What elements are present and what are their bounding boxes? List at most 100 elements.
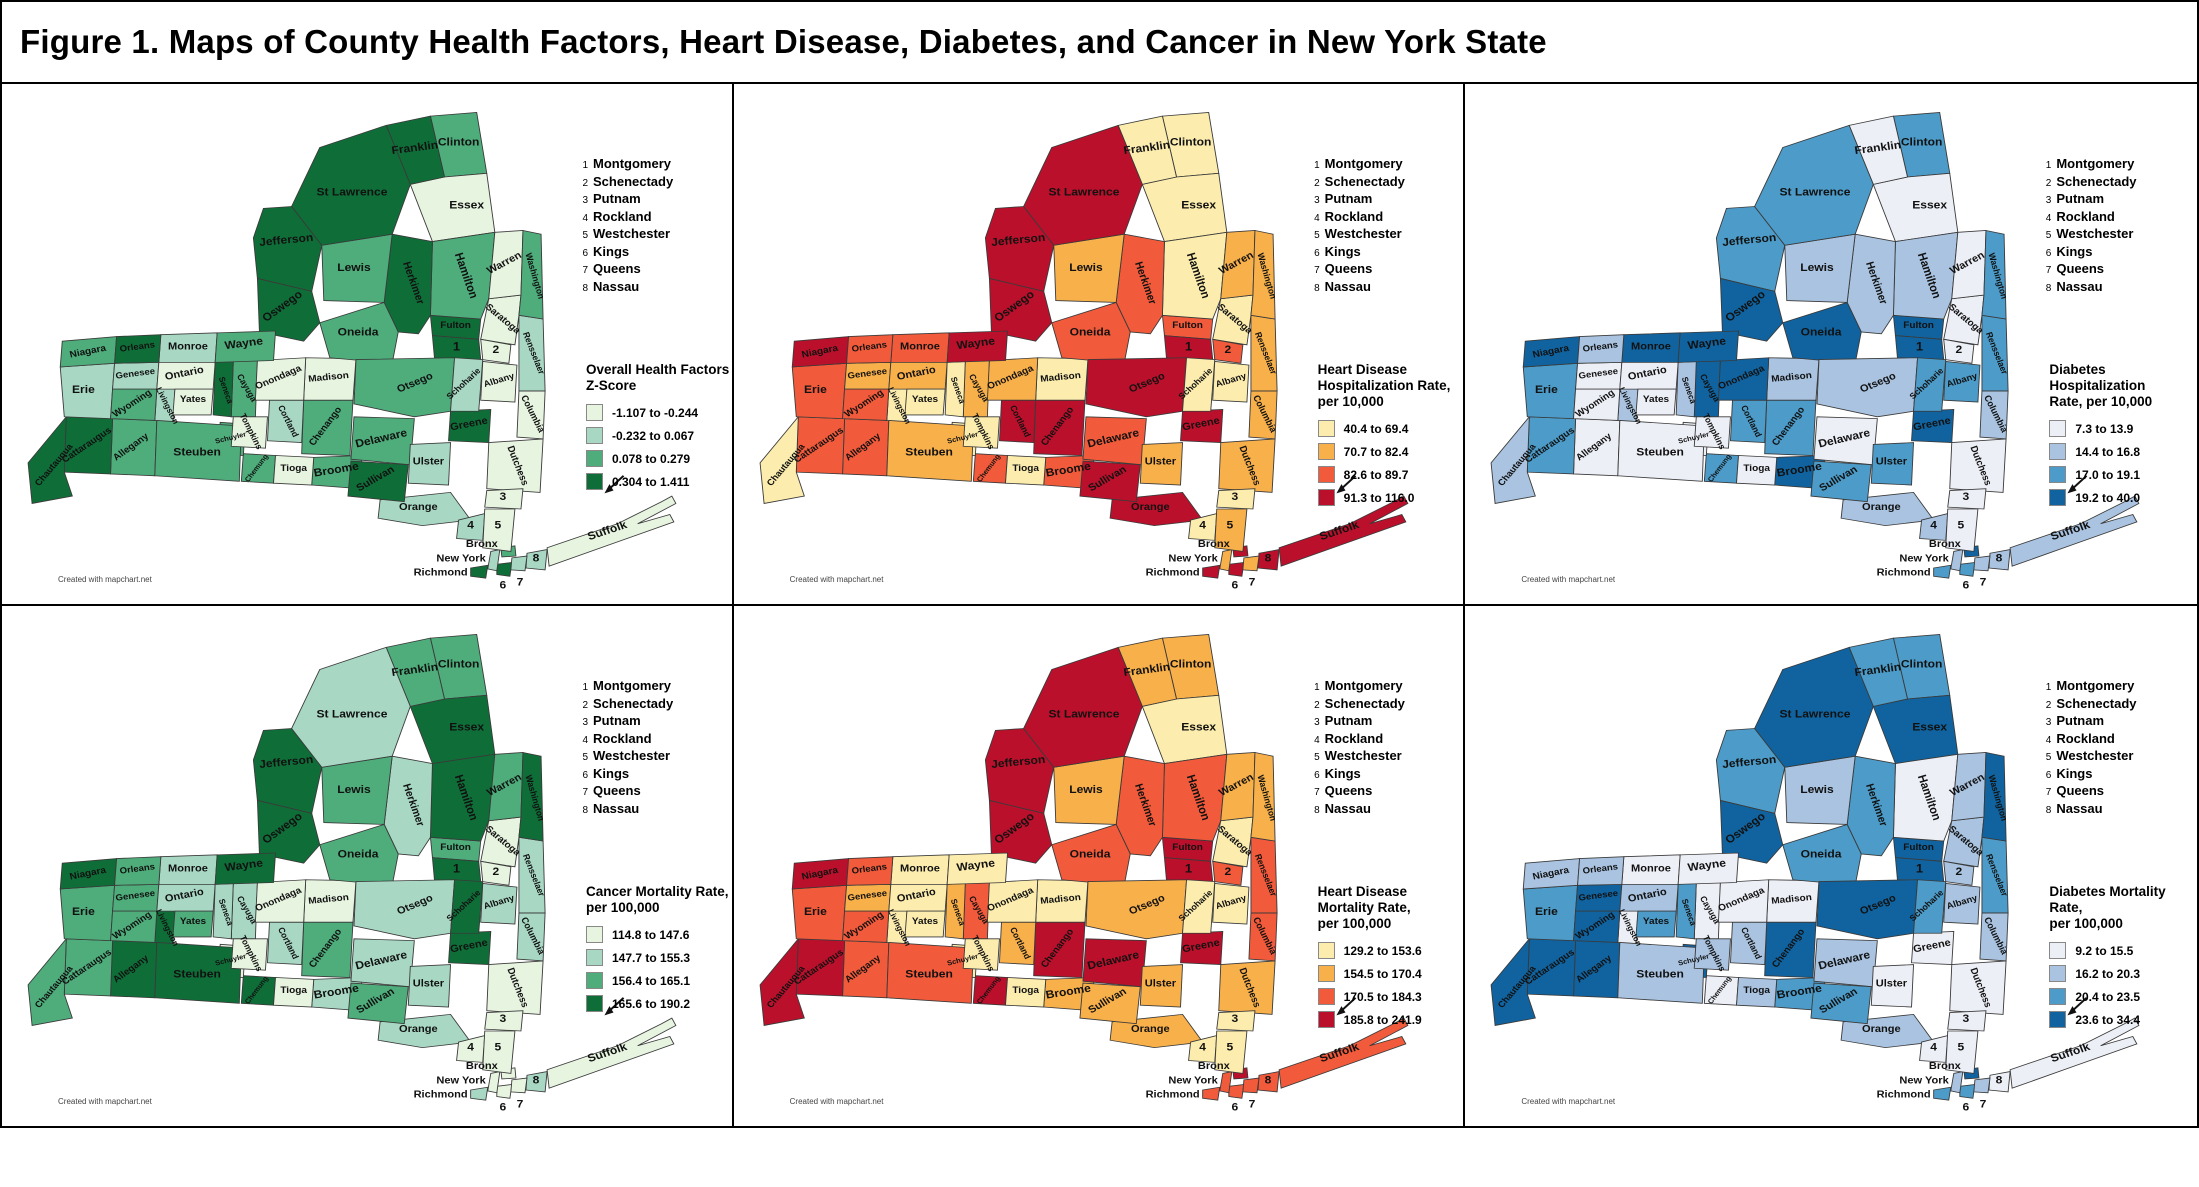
county-washington	[518, 229, 544, 320]
county-label-queens: 7	[517, 577, 524, 588]
county-kings	[1959, 562, 1976, 577]
legend-range-label: 82.6 to 89.7	[1343, 467, 1409, 482]
color-legend: Heart Disease Mortality Rate, per 100,000 …	[1317, 884, 1464, 1034]
county-number-name: Nassau	[593, 800, 640, 816]
county-label-bronx: Bronx	[1198, 1060, 1230, 1071]
county-ulster	[407, 964, 452, 1008]
county-kings	[1228, 1084, 1245, 1099]
legend-item: 165.6 to 190.2	[586, 995, 732, 1012]
county-number: 5	[1314, 230, 1320, 241]
county-label-westchester: 5	[1958, 520, 1965, 531]
county-label-st-lawrence: St Lawrence	[316, 709, 388, 720]
numbered-county-legend: 1 Montgomery 2 Schenectady 3 Putnam 4 Rockland 5…	[578, 156, 673, 296]
legend-range-label: 185.8 to 241.9	[1343, 1012, 1422, 1027]
numbered-county-row: 4 Rockland	[578, 209, 673, 227]
county-otsego	[1085, 879, 1187, 940]
county-number: 1	[1314, 160, 1320, 171]
legend-swatch	[2049, 443, 2067, 460]
county-ulster	[407, 442, 452, 486]
county-label-wayne: Wayne	[224, 336, 264, 352]
county-number-name: Nassau	[593, 278, 640, 294]
legend-swatch	[1317, 466, 1335, 483]
county-tioga	[1004, 455, 1046, 486]
county-label-orleans: Orleans	[851, 340, 888, 354]
ny-county-map: AlbanyAlleganyBronxBroomeCattaraugusCayu…	[1490, 633, 2140, 1113]
county-wayne	[214, 330, 277, 363]
county-label-putnam: 3	[499, 1013, 506, 1024]
numbered-county-row: 5 Westchester	[1310, 226, 1405, 244]
county-number: 6	[2045, 247, 2052, 259]
county-label-westchester: 5	[494, 1042, 501, 1053]
county-otsego	[1816, 879, 1919, 940]
legend-title-line: per 10,000	[1317, 394, 1384, 409]
county-new-york	[1218, 1071, 1233, 1094]
map-panel-heart-mortality: Albany Allegany Bronx Broome Cattaraugus Cayu…	[733, 606, 1466, 1126]
legend-range-label: 0.078 to 0.279	[612, 451, 691, 466]
county-label-fulton: Fulton	[1172, 321, 1203, 332]
county-label-new-york: New York	[1900, 1075, 1949, 1086]
numbered-county-row: 4 Rockland	[1310, 209, 1405, 227]
county-yates	[1635, 910, 1677, 938]
county-suffolk	[546, 495, 677, 567]
numbered-county-row: 1 Montgomery	[578, 156, 673, 174]
county-number: 4	[1314, 734, 1320, 746]
county-label-nassau: 8	[1996, 553, 2003, 564]
county-tioga	[273, 455, 315, 486]
county-wyoming	[110, 910, 158, 943]
legend-title-line: Overall Health Factors	[586, 362, 730, 377]
county-onondaga	[986, 357, 1038, 401]
county-label-essex: Essex	[449, 722, 484, 733]
legend-range-label: 20.4 to 23.5	[2075, 989, 2141, 1004]
county-yates	[172, 388, 214, 416]
county-queens	[1242, 1077, 1260, 1094]
county-label-rockland: 4	[1931, 1042, 1938, 1053]
county-label-montgomery: 1	[1916, 862, 1923, 875]
attribution-text: Created with mapchart.net	[789, 1097, 884, 1106]
numbered-county-row: 2 Schenectady	[578, 174, 673, 192]
county-steuben	[1617, 942, 1706, 1004]
county-label-oneida: Oneida	[1069, 327, 1110, 338]
legend-item: 129.2 to 153.6	[1317, 942, 1464, 959]
county-westchester	[1945, 508, 1979, 552]
legend-item: 9.2 to 15.5	[2049, 942, 2197, 959]
attribution-text: Created with mapchart.net	[789, 575, 884, 584]
county-number: 4	[582, 734, 588, 746]
county-label-queens: 7	[1248, 577, 1255, 588]
county-kings	[496, 562, 513, 577]
county-label-orleans: Orleans	[119, 862, 156, 876]
county-dutchess	[1217, 438, 1276, 493]
county-label-erie: Erie	[1535, 384, 1558, 395]
numbered-county-row: 7 Queens	[578, 261, 673, 279]
county-westchester	[482, 508, 516, 552]
county-oneida	[1782, 823, 1863, 886]
numbered-county-row: 6 Kings	[2041, 244, 2136, 262]
county-label-wayne: Wayne	[1687, 336, 1727, 352]
attribution-text: Created with mapchart.net	[1521, 575, 1616, 584]
county-sullivan	[347, 982, 409, 1025]
county-tompkins	[962, 938, 1000, 971]
county-label-madison: Madison	[1039, 370, 1081, 384]
county-label-new-york: New York	[1168, 553, 1217, 564]
numbered-county-row: 7 Queens	[2041, 783, 2136, 801]
legend-item: 40.4 to 69.4	[1317, 420, 1464, 437]
legend-range-label: 129.2 to 153.6	[1343, 943, 1422, 958]
county-queens	[510, 555, 528, 572]
county-label-clinton: Clinton	[1901, 659, 1943, 670]
county-label-bronx: Bronx	[1929, 1060, 1961, 1071]
county-st-lawrence	[1754, 646, 1875, 768]
county-orleans	[845, 334, 893, 364]
legend-swatch	[586, 450, 603, 467]
legend-range-label: 17.0 to 19.1	[2075, 467, 2141, 482]
legend-range-label: 0.304 to 1.411	[612, 474, 690, 489]
county-number: 7	[582, 265, 588, 276]
county-orleans	[114, 334, 162, 364]
county-label-nassau: 8	[1264, 553, 1271, 564]
county-label-essex: Essex	[1913, 722, 1948, 733]
county-number: 3	[2045, 717, 2052, 728]
county-label-madison: Madison	[308, 370, 350, 384]
county-label-erie: Erie	[804, 384, 827, 395]
legend-item: 0.304 to 1.411	[586, 473, 732, 490]
county-number: 6	[2045, 769, 2052, 781]
county-number: 2	[582, 177, 588, 189]
county-label-steuben: Steuben	[1637, 447, 1685, 458]
